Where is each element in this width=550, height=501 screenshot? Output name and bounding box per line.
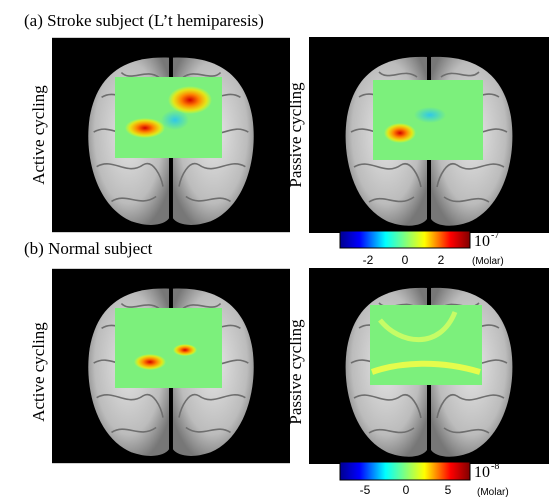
hot-spot (384, 123, 416, 143)
cold-spot (161, 110, 189, 130)
colorbar (339, 230, 471, 249)
colorbar (339, 461, 471, 481)
panel-label: (a) Stroke subject (L’t hemiparesis) (24, 11, 264, 30)
row-label: Active cycling (29, 85, 48, 185)
overlay (115, 308, 222, 388)
row-label: Passive cycling (286, 319, 305, 425)
colorbar-exponent: -8 (491, 461, 499, 472)
hot-spot (173, 344, 197, 356)
hot-spot (125, 118, 165, 138)
row-label: Active cycling (29, 322, 48, 422)
colorbar-base: 10 (474, 464, 490, 481)
overlay-feature (370, 360, 481, 375)
colorbar-unit: (Molar) (477, 487, 509, 498)
hot-spot (134, 354, 166, 370)
colorbar-tick: -5 (360, 483, 371, 497)
overlay-feature (378, 310, 458, 343)
colorbar-tick: 0 (403, 483, 410, 497)
colorbar-tick: 5 (445, 483, 452, 497)
colorbar-base: 10 (474, 233, 490, 250)
panel-label: (b) Normal subject (24, 239, 153, 258)
colorbar-tick: 0 (402, 253, 409, 267)
colorbar-unit: (Molar) (472, 256, 504, 267)
colorbar-tick: -2 (363, 253, 374, 267)
colorbar-tick: 2 (438, 253, 445, 267)
cold-spot (414, 107, 446, 123)
colorbar-exponent: -7 (491, 230, 499, 241)
hot-spot (168, 86, 212, 114)
overlay (370, 305, 482, 385)
row-label: Passive cycling (286, 82, 305, 188)
